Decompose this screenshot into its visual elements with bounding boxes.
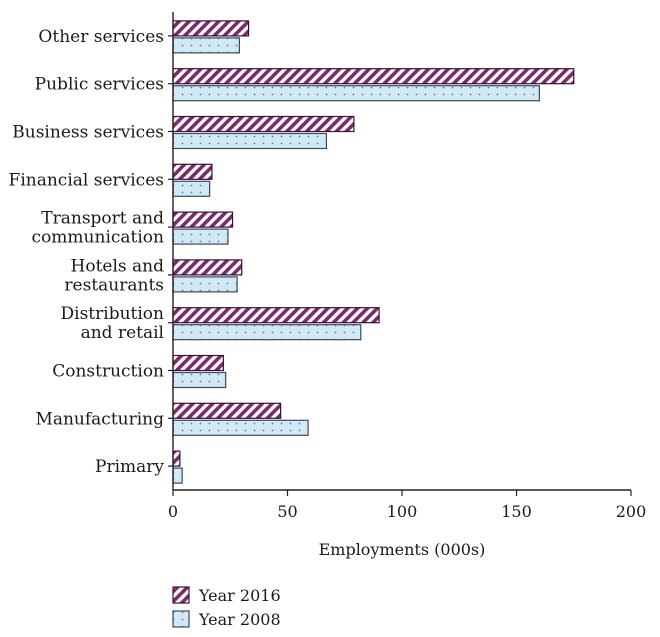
bar-year-2016-3 [172,163,213,180]
category-label-3: Financial services [9,170,164,190]
bar-year-2016-1 [172,68,575,85]
bar-year-2016-6 [172,307,380,324]
legend-label-0: Year 2016 [198,586,281,605]
x-tick-label-2: 100 [387,502,418,521]
bar-year-2008-6 [172,324,362,341]
x-tick-label-1: 50 [277,502,297,521]
x-axis-title: Employments (000s) [319,540,486,559]
bar-year-2008-7 [172,371,227,389]
category-label-8: Manufacturing [35,409,164,429]
bar-year-2008-2 [172,132,328,150]
legend-swatch-1 [172,610,190,628]
legend-swatch-0 [172,586,190,604]
bar-year-2008-5 [172,276,238,293]
x-tick-label-3: 150 [501,502,532,521]
x-axis-ticks: 0 50 100 150 200 [168,490,646,521]
category-label-0: Other services [38,27,164,47]
bars-layer [172,20,575,484]
bar-year-2008-0 [172,37,241,54]
bar-year-2016-2 [172,115,355,133]
bar-year-2016-8 [172,402,282,419]
bar-year-2016-7 [172,354,224,372]
bar-year-2016-0 [172,20,250,37]
legend-label-1: Year 2008 [198,610,281,629]
x-tick-label-0: 0 [168,502,178,521]
bar-year-2016-4 [172,211,234,228]
bar-year-2016-9 [172,450,181,467]
category-labels: Other services Public services Business se… [9,27,165,477]
bar-year-2008-9 [172,467,183,484]
bar-year-2008-1 [172,85,540,102]
category-label-6: Distribution and retail [61,304,165,343]
category-label-7: Construction [52,362,164,382]
category-label-2: Business services [12,123,164,143]
category-label-5: Hotels and restaurants [64,256,164,295]
bar-year-2008-4 [172,228,229,245]
bar-year-2008-3 [172,180,211,197]
bar-year-2008-8 [172,419,309,436]
x-tick-label-4: 200 [616,502,647,521]
category-label-1: Public services [35,75,164,95]
bar-year-2016-5 [172,259,243,276]
legend: Year 2016 Year 2008 [172,586,281,629]
category-label-4: Transport and communication [32,209,165,248]
category-label-9: Primary [95,457,164,477]
